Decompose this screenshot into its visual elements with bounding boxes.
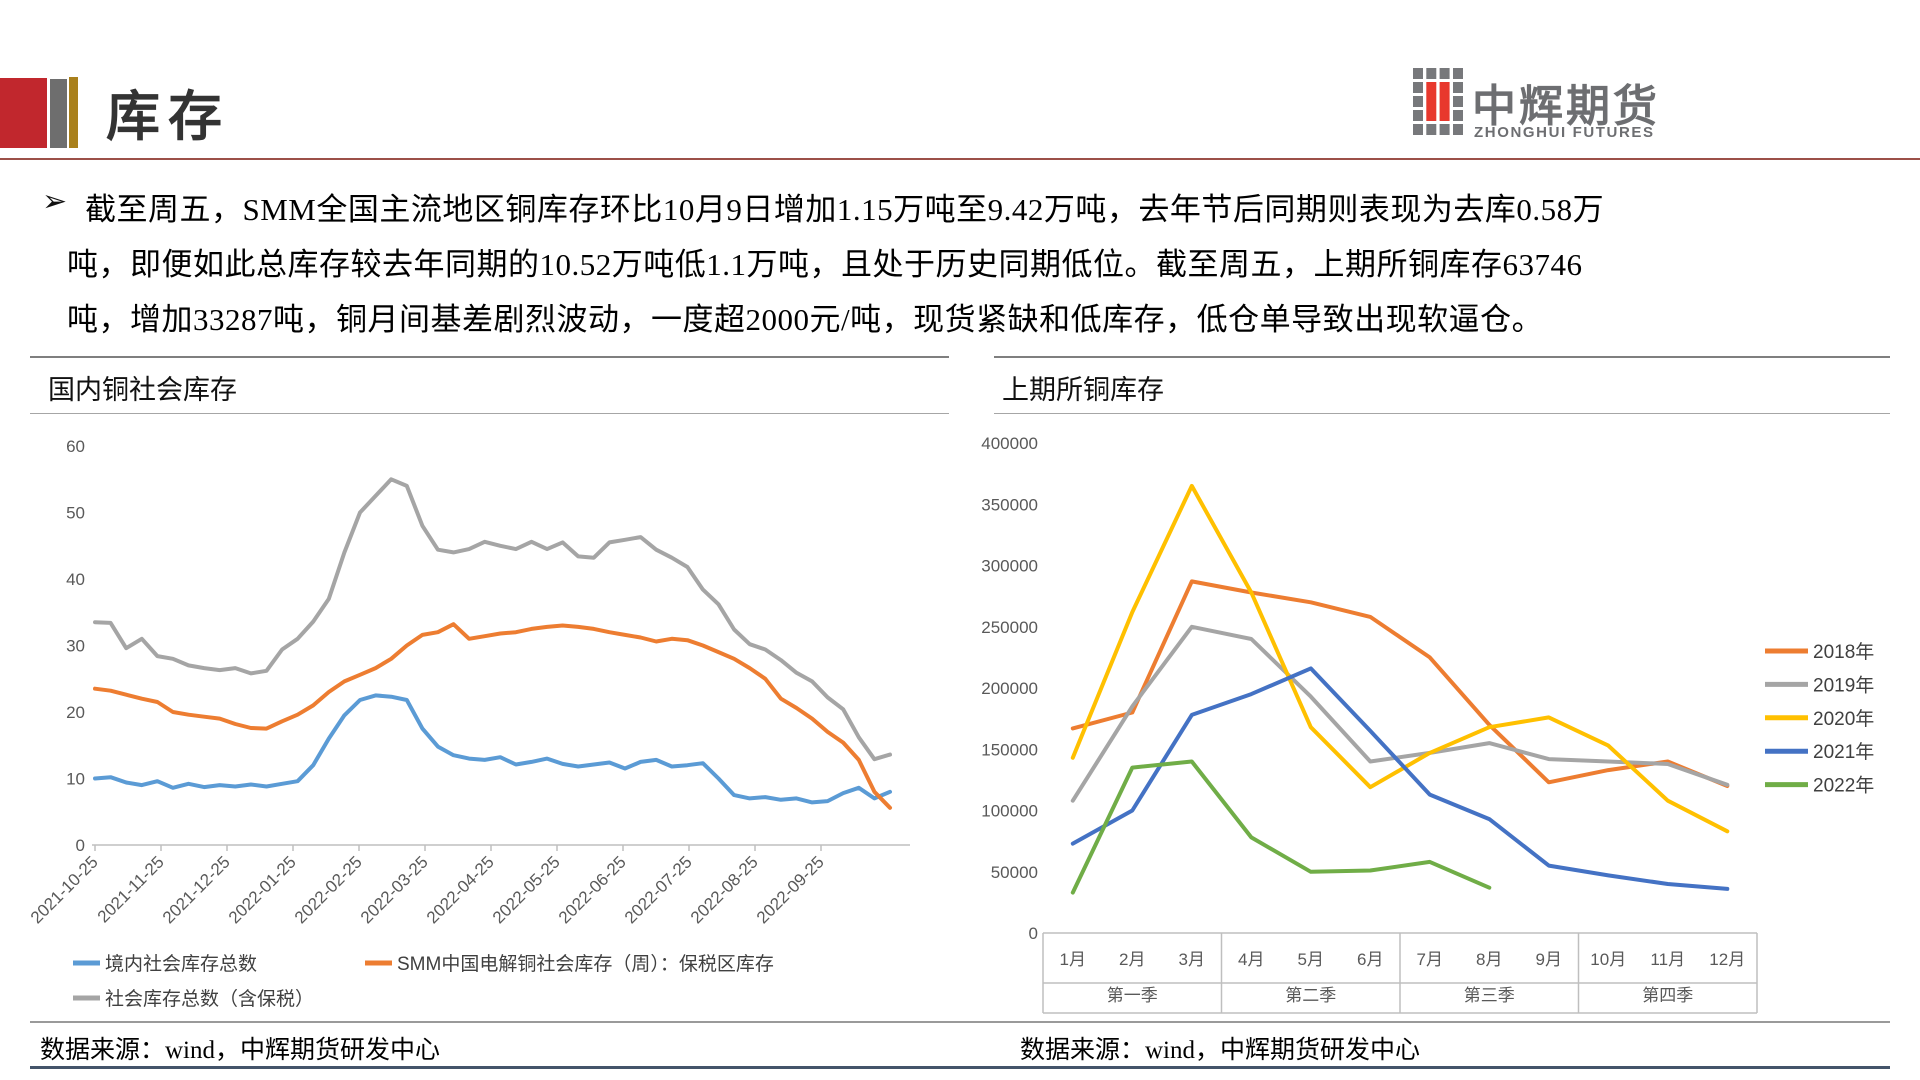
right-panel-top-line xyxy=(994,356,1890,358)
left-chart-svg: 0 10 20 30 40 50 60 2021-10-252021-11-252021-12… xyxy=(30,437,910,1010)
svg-text:30: 30 xyxy=(66,637,85,656)
summary-line-2: 吨，即便如此总库存较去年同期的10.52万吨低1.1万吨，且处于历史同期低位。截… xyxy=(67,247,1583,282)
svg-text:2022-03-25: 2022-03-25 xyxy=(357,852,432,927)
deco-gold-bar xyxy=(69,77,78,148)
svg-text:7月: 7月 xyxy=(1417,950,1443,969)
right-chart-svg: 0 50000 100000 150000 200000 250000 300000 3500… xyxy=(981,434,1874,1014)
svg-text:4月: 4月 xyxy=(1238,950,1264,969)
left-title-divider xyxy=(30,413,949,414)
right-legend: 2018年 2019年 2020年 2021年 2022年 xyxy=(1765,641,1874,797)
svg-text:400000: 400000 xyxy=(981,434,1038,453)
svg-text:50: 50 xyxy=(66,504,85,523)
svg-text:8月: 8月 xyxy=(1476,950,1502,969)
series-2019年 xyxy=(1070,624,1730,803)
bullet-icon: ➢ xyxy=(42,185,68,218)
svg-text:0: 0 xyxy=(76,836,85,855)
svg-text:第二季: 第二季 xyxy=(1285,986,1336,1005)
series-2020年 xyxy=(1070,483,1730,834)
svg-text:50000: 50000 xyxy=(991,863,1038,882)
deco-gray-bar xyxy=(50,79,67,148)
series-2022年 xyxy=(1070,759,1492,895)
svg-text:2019年: 2019年 xyxy=(1813,674,1874,696)
svg-text:2021-10-25: 2021-10-25 xyxy=(30,852,102,927)
right-chart-title: 上期所铜库存 xyxy=(1002,375,1164,405)
logo-icon xyxy=(1413,68,1463,135)
svg-text:10: 10 xyxy=(66,770,85,789)
svg-text:2022-04-25: 2022-04-25 xyxy=(423,852,498,927)
svg-text:SMM中国电解铜社会库存（周）：保税区库存: SMM中国电解铜社会库存（周）：保税区库存 xyxy=(397,953,774,975)
svg-text:第一季: 第一季 xyxy=(1107,986,1158,1005)
svg-text:2022-01-25: 2022-01-25 xyxy=(225,852,300,927)
svg-text:3月: 3月 xyxy=(1179,950,1205,969)
svg-text:60: 60 xyxy=(66,437,85,456)
series-境内社会库存总数 xyxy=(93,693,892,805)
svg-text:300000: 300000 xyxy=(981,557,1038,576)
page-title: 库存 xyxy=(106,87,230,147)
svg-text:境内社会库存总数: 境内社会库存总数 xyxy=(105,953,257,975)
svg-text:40: 40 xyxy=(66,570,85,589)
logo-subtext: ZHONGHUI FUTURES xyxy=(1474,124,1655,141)
svg-text:第四季: 第四季 xyxy=(1642,986,1693,1005)
deco-red-block xyxy=(0,78,47,148)
svg-text:2022-02-25: 2022-02-25 xyxy=(291,852,366,927)
left-panel-top-line xyxy=(30,356,949,358)
bottom-line xyxy=(30,1066,1890,1069)
svg-text:2022-05-25: 2022-05-25 xyxy=(489,852,564,927)
summary-line-3: 吨，增加33287吨，铜月间基差剧烈波动，一度超2000元/吨，现货紧缺和低库存… xyxy=(67,302,1544,337)
svg-text:2022-09-25: 2022-09-25 xyxy=(753,852,828,927)
svg-text:200000: 200000 xyxy=(981,679,1038,698)
svg-text:1月: 1月 xyxy=(1060,950,1086,969)
svg-text:2021年: 2021年 xyxy=(1813,741,1874,763)
svg-text:2020年: 2020年 xyxy=(1813,708,1874,730)
svg-text:2022-06-25: 2022-06-25 xyxy=(555,852,630,927)
svg-text:2022-08-25: 2022-08-25 xyxy=(687,852,762,927)
logo-text: 中辉期货 xyxy=(1472,82,1660,131)
svg-text:2月: 2月 xyxy=(1119,950,1145,969)
svg-text:350000: 350000 xyxy=(981,495,1038,514)
left-source: 数据来源：wind，中辉期货研发中心 xyxy=(40,1037,441,1064)
series-社会库存总数（含保税） xyxy=(93,477,892,762)
right-axis: 0 50000 100000 150000 200000 250000 300000 3500… xyxy=(981,434,1038,943)
svg-text:社会库存总数（含保税）: 社会库存总数（含保税） xyxy=(105,988,314,1010)
svg-text:2021-11-25: 2021-11-25 xyxy=(94,852,168,926)
svg-text:12月: 12月 xyxy=(1709,950,1745,969)
svg-text:10月: 10月 xyxy=(1590,950,1626,969)
svg-text:2022年: 2022年 xyxy=(1813,775,1874,797)
svg-text:20: 20 xyxy=(66,703,85,722)
summary-line-1: 截至周五，SMM全国主流地区铜库存环比10月9日增加1.15万吨至9.42万吨，… xyxy=(85,192,1605,227)
svg-text:9月: 9月 xyxy=(1536,950,1562,969)
source-divider xyxy=(30,1021,1890,1023)
svg-text:11月: 11月 xyxy=(1650,950,1685,969)
svg-text:250000: 250000 xyxy=(981,618,1038,637)
logo xyxy=(1413,68,1463,140)
svg-text:2022-07-25: 2022-07-25 xyxy=(621,852,696,927)
svg-text:100000: 100000 xyxy=(981,802,1038,821)
svg-text:2018年: 2018年 xyxy=(1813,641,1874,663)
svg-text:5月: 5月 xyxy=(1298,950,1324,969)
svg-text:2021-12-25: 2021-12-25 xyxy=(159,852,234,927)
left-chart-title: 国内铜社会库存 xyxy=(48,375,237,405)
header-divider xyxy=(0,158,1920,160)
right-source: 数据来源：wind，中辉期货研发中心 xyxy=(1020,1037,1421,1064)
series-2018年 xyxy=(1070,579,1730,788)
series-2021年 xyxy=(1070,666,1730,891)
svg-text:0: 0 xyxy=(1029,924,1038,943)
left-axis: 0 10 20 30 40 50 60 2021-10-252021-11-252021-12… xyxy=(30,437,910,927)
svg-text:150000: 150000 xyxy=(981,740,1038,759)
right-title-divider xyxy=(994,413,1890,414)
series-SMM中国电解铜社会库存（周）：保税区库存 xyxy=(93,622,892,810)
svg-text:6月: 6月 xyxy=(1357,950,1383,969)
svg-text:第三季: 第三季 xyxy=(1464,986,1515,1005)
